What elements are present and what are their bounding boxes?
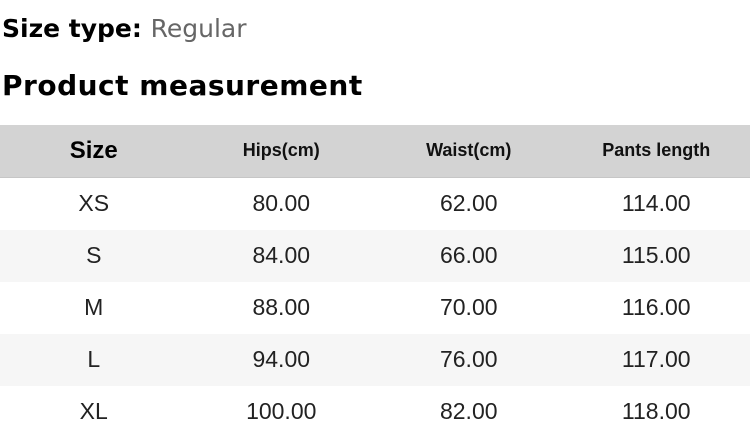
- cell-size: XS: [78, 190, 110, 217]
- cell-waist: 70.00: [439, 294, 498, 321]
- table-row: XS 80.00 62.00 114.00: [0, 177, 750, 230]
- cell-pants-length: 117.00: [621, 346, 691, 373]
- cell-size: S: [86, 242, 102, 269]
- size-type-value: Regular: [150, 14, 247, 43]
- product-measurement-title: Product measurement: [2, 68, 363, 102]
- table-row: XL 100.00 82.00 118.00: [0, 386, 750, 434]
- cell-waist: 76.00: [439, 346, 498, 373]
- table-row: M 88.00 70.00 116.00: [0, 282, 750, 334]
- headings-block: Size type: Regular Product measurement: [0, 0, 750, 104]
- column-header-waist: Waist(cm): [375, 124, 563, 178]
- cell-hips: 84.00: [252, 242, 311, 269]
- cell-size: L: [87, 346, 101, 373]
- table-header-row: Size Hips(cm) Waist(cm) Pants length: [0, 124, 750, 178]
- table-row: S 84.00 66.00 115.00: [0, 229, 750, 282]
- cell-pants-length: 114.00: [621, 190, 691, 217]
- cell-hips: 100.00: [246, 398, 317, 425]
- product-measurement-table: Size Hips(cm) Waist(cm) Pants length XS …: [0, 124, 750, 434]
- cell-hips: 94.00: [252, 346, 311, 373]
- cell-pants-length: 115.00: [621, 242, 691, 269]
- cell-waist: 62.00: [439, 190, 498, 217]
- cell-size: XL: [79, 398, 108, 425]
- size-type-label: Size type:: [2, 14, 142, 43]
- cell-hips: 88.00: [252, 294, 311, 321]
- cell-waist: 82.00: [439, 398, 498, 425]
- column-header-pants-length: Pants length: [562, 124, 750, 178]
- column-header-size: Size: [0, 124, 188, 178]
- column-header-hips: Hips(cm): [187, 124, 375, 178]
- cell-size: M: [84, 294, 104, 321]
- cell-pants-length: 118.00: [621, 398, 691, 425]
- cell-hips: 80.00: [252, 190, 311, 217]
- cell-waist: 66.00: [439, 242, 498, 269]
- size-type-line: Size type: Regular: [2, 13, 748, 46]
- cell-pants-length: 116.00: [621, 294, 691, 321]
- table-row: L 94.00 76.00 117.00: [0, 333, 750, 386]
